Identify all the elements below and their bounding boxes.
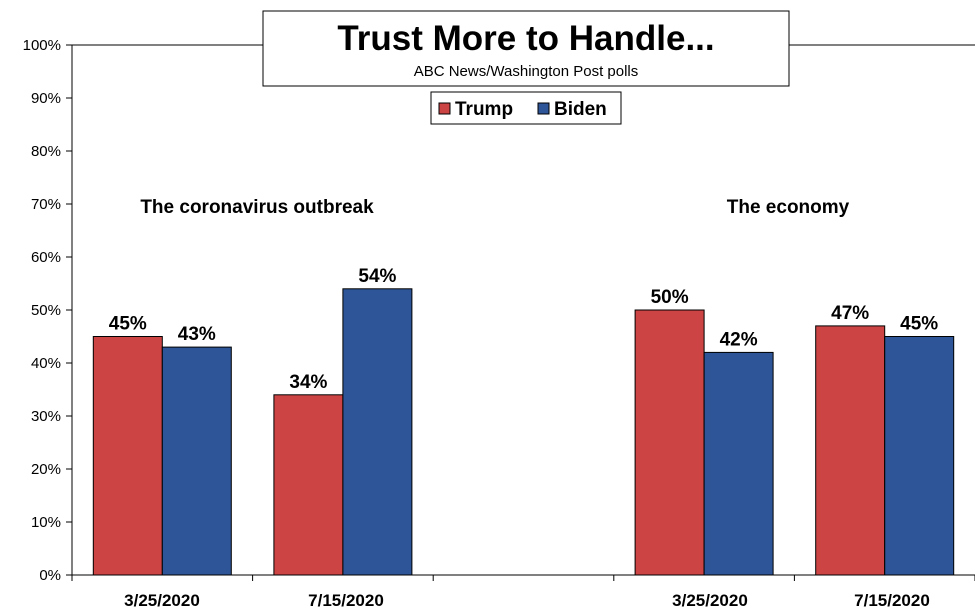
y-tick-label: 50% <box>31 302 61 319</box>
bar-biden <box>703 351 774 576</box>
chart-subtitle: ABC News/Washington Post polls <box>414 63 639 80</box>
chart-title: Trust More to Handle... <box>337 19 714 58</box>
x-tick-label: 7/15/2020 <box>854 591 930 610</box>
y-tick-label: 60% <box>31 249 61 266</box>
title-box: Trust More to Handle... ABC News/Washing… <box>262 10 790 87</box>
bar-trump <box>273 394 344 576</box>
y-tick-label: 10% <box>31 514 61 531</box>
y-tick-label: 30% <box>31 408 61 425</box>
legend-label-biden: Biden <box>554 99 607 120</box>
bar-biden <box>884 336 955 576</box>
bars <box>92 288 955 576</box>
data-label-trump: 50% <box>651 287 689 308</box>
legend-swatch-biden <box>537 102 550 115</box>
legend-swatch-trump <box>438 102 451 115</box>
x-tick-label: 3/25/2020 <box>672 591 748 610</box>
data-labels: 45% 43% 34% 54% 50% 42% 47% 45% <box>109 266 939 393</box>
y-tick-label: 20% <box>31 461 61 478</box>
data-label-biden: 42% <box>720 329 758 350</box>
bar-trump <box>815 325 886 576</box>
bar-trump <box>634 309 705 576</box>
data-label-trump: 45% <box>109 314 147 335</box>
y-tick-label: 100% <box>23 37 61 54</box>
group-label-coronavirus: The coronavirus outbreak <box>140 197 374 218</box>
bar-trump <box>92 336 163 576</box>
x-tick-label: 7/15/2020 <box>308 591 384 610</box>
x-tick-label: 3/25/2020 <box>124 591 200 610</box>
data-label-biden: 43% <box>178 324 216 345</box>
legend-label-trump: Trump <box>455 99 513 120</box>
legend: Trump Biden <box>430 91 622 125</box>
data-label-biden: 45% <box>900 314 938 335</box>
data-label-trump: 34% <box>289 372 327 393</box>
y-tick-label: 70% <box>31 196 61 213</box>
y-tick-label: 80% <box>31 143 61 160</box>
bar-biden <box>342 288 413 576</box>
data-label-trump: 47% <box>831 303 869 324</box>
group-label-economy: The economy <box>727 197 850 218</box>
y-tick-label: 0% <box>39 567 61 584</box>
y-tick-label: 40% <box>31 355 61 372</box>
y-tick-label: 90% <box>31 90 61 107</box>
data-label-biden: 54% <box>358 266 396 287</box>
bar-biden <box>161 346 232 576</box>
